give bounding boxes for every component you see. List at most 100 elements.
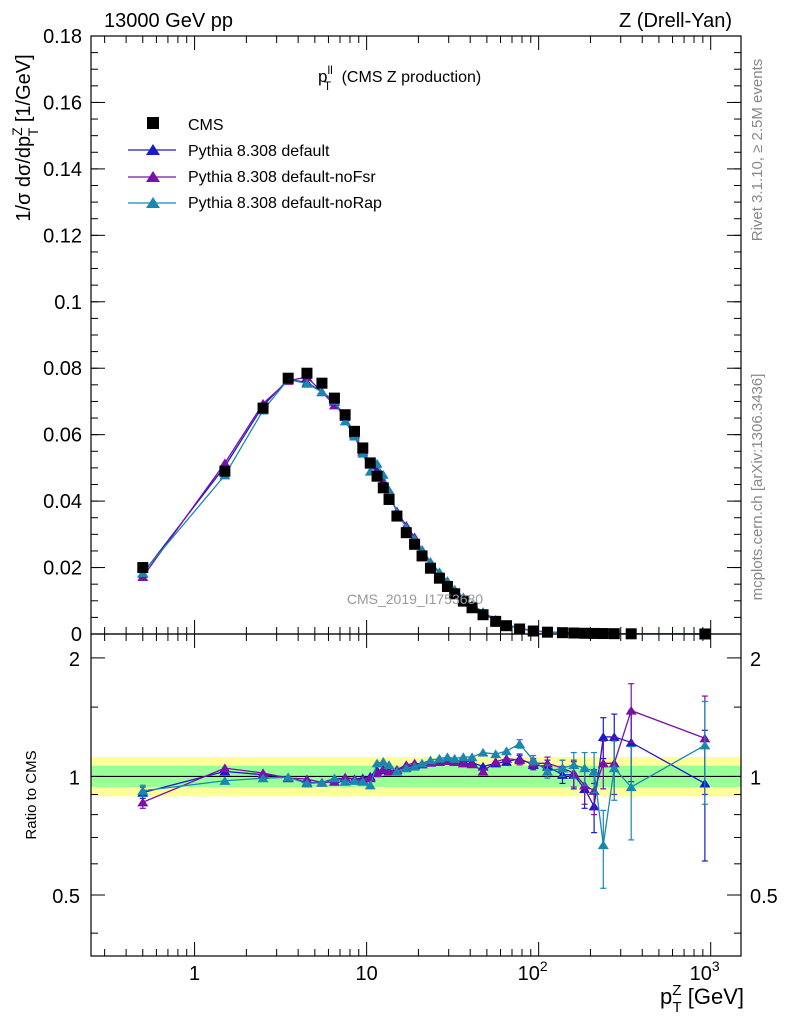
series-point-ratio bbox=[328, 773, 340, 783]
ratio-panel-frame bbox=[90, 633, 742, 957]
main-panel: 0 0.02 0.04 0.06 0.08 0.1 0.12 0.14 0.16 0.18 bbox=[43, 26, 742, 646]
y-tick-label: 0.06 bbox=[43, 425, 82, 447]
legend-marker-data bbox=[147, 117, 159, 129]
series-point-ratio bbox=[400, 763, 412, 773]
legend-label-nofsr: Pythia 8.308 default-noFsr bbox=[188, 169, 376, 186]
legend-label-norap: Pythia 8.308 default-noRap bbox=[188, 195, 382, 212]
series-point-ratio bbox=[625, 705, 637, 715]
data-point bbox=[433, 572, 445, 584]
series-point-ratio bbox=[466, 752, 478, 762]
series-point-ratio bbox=[409, 761, 421, 771]
series-point-ratio bbox=[477, 766, 489, 776]
data-point bbox=[257, 402, 269, 414]
series-point-ratio bbox=[579, 763, 591, 773]
data-point bbox=[568, 627, 580, 639]
ratio-y-tick-label: 0.5 bbox=[52, 886, 80, 908]
data-point bbox=[371, 470, 383, 482]
series-point-ratio bbox=[527, 755, 539, 765]
header-left: 13000 GeV pp bbox=[104, 10, 233, 32]
data-point bbox=[457, 595, 469, 607]
data-point bbox=[527, 625, 539, 637]
data-point bbox=[500, 620, 512, 632]
data-point bbox=[424, 562, 436, 574]
series-point-top bbox=[339, 416, 351, 426]
data-point bbox=[556, 627, 568, 639]
series-point-ratio bbox=[514, 739, 526, 748]
ylabel-sup: Z bbox=[9, 127, 25, 136]
series-point-ratio bbox=[357, 776, 369, 786]
y-tick-label: 0.08 bbox=[43, 358, 82, 380]
series-point-ratio bbox=[625, 782, 637, 792]
series-point-ratio bbox=[541, 766, 553, 776]
ratio-panel: 1 10 102 103 0.5 0.5 1 1 2 2 bbox=[52, 633, 778, 985]
x-axis-label: pZ T [GeV] bbox=[660, 982, 744, 1016]
x-tick-label: 102 bbox=[518, 958, 548, 985]
plot-title: pll T (CMS Z production) bbox=[318, 63, 481, 93]
series-point-ratio bbox=[477, 747, 489, 757]
series-point-ratio bbox=[477, 761, 489, 771]
series-point-ratio bbox=[441, 752, 453, 762]
ratio-y-tick-label-right: 1 bbox=[750, 767, 761, 789]
series-point-ratio bbox=[219, 763, 231, 773]
data-point bbox=[416, 550, 428, 562]
series-point-ratio bbox=[377, 757, 389, 766]
data-point bbox=[137, 562, 149, 574]
series-point-ratio bbox=[137, 797, 149, 807]
legend-marker-default bbox=[146, 144, 160, 155]
series-point-ratio bbox=[364, 773, 376, 783]
data-point bbox=[490, 615, 502, 627]
y-tick-label: 0 bbox=[71, 624, 82, 646]
legend-label-default: Pythia 8.308 default bbox=[188, 143, 330, 160]
legend: CMS Pythia 8.308 default Pythia 8.308 de… bbox=[128, 117, 382, 212]
data-point bbox=[409, 538, 421, 550]
series-point-ratio bbox=[588, 766, 600, 776]
title-sup: ll bbox=[327, 63, 332, 77]
series-point-ratio bbox=[391, 766, 403, 776]
y-tick-label: 0.02 bbox=[43, 558, 82, 580]
data-point bbox=[348, 425, 360, 437]
series-point-ratio bbox=[500, 753, 512, 763]
mcplots-label: mcplots.cern.ch [arXiv:1306.3436] bbox=[749, 374, 766, 601]
ratio-y-tick-label: 2 bbox=[69, 649, 80, 671]
series-point-ratio bbox=[457, 758, 469, 768]
series-point-ratio bbox=[490, 749, 502, 759]
data-point bbox=[301, 367, 313, 379]
y-axis-label-top: 1/σ dσ/dpZT [1/GeV] bbox=[9, 54, 41, 221]
data-point bbox=[316, 377, 328, 389]
title-sub: T bbox=[324, 79, 332, 93]
series-point-ratio bbox=[597, 840, 609, 850]
series-point-ratio bbox=[339, 776, 351, 786]
ylabel-sub: T bbox=[25, 127, 41, 136]
x-tick-label: 103 bbox=[690, 958, 720, 985]
data-point bbox=[364, 457, 376, 469]
series-point-ratio bbox=[514, 755, 526, 765]
series-point-ratio bbox=[449, 753, 461, 763]
series-point-top bbox=[301, 378, 313, 388]
y-tick-label: 0.16 bbox=[43, 92, 82, 114]
data-point bbox=[541, 626, 553, 638]
series-point-ratio bbox=[257, 773, 269, 783]
xlabel-main: p bbox=[660, 984, 672, 1009]
series-point-top bbox=[219, 458, 231, 468]
series-point-ratio bbox=[699, 740, 711, 750]
series-point-ratio bbox=[500, 746, 512, 756]
data-point bbox=[477, 609, 489, 621]
y-tick-label: 0.18 bbox=[43, 26, 82, 48]
ylabel-main: 1/σ dσ/dp bbox=[13, 136, 35, 222]
series-point-ratio bbox=[466, 759, 478, 769]
data-point bbox=[339, 409, 351, 421]
data-point bbox=[514, 623, 526, 635]
series-point-ratio bbox=[457, 752, 469, 762]
series-point-ratio bbox=[137, 786, 149, 795]
series-point-ratio bbox=[364, 780, 376, 790]
data-point bbox=[383, 493, 395, 505]
data-point bbox=[219, 465, 231, 477]
series-point-ratio bbox=[219, 776, 231, 785]
data-point bbox=[579, 627, 591, 639]
xlabel-unit: [GeV] bbox=[682, 984, 744, 1009]
y-tick-label: 0.1 bbox=[54, 292, 82, 314]
data-point bbox=[449, 588, 461, 600]
title-main: p bbox=[318, 67, 327, 86]
ratio-y-tick-label-right: 0.5 bbox=[750, 886, 778, 908]
